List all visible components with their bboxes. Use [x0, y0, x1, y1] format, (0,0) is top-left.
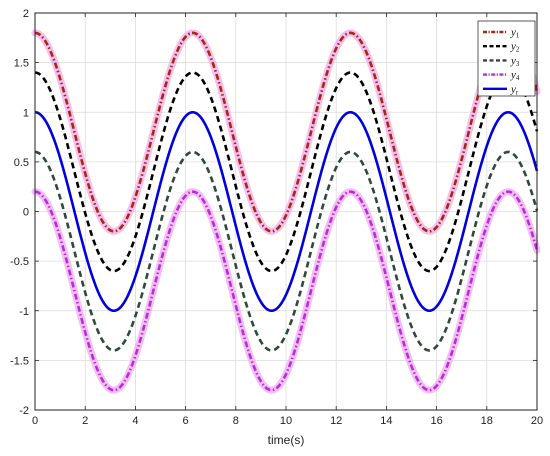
legend-label-y1: y1 [510, 27, 520, 40]
y-tick-label: -1 [19, 306, 29, 318]
y-tick-label: -1.5 [10, 355, 29, 367]
series-line-y3 [34, 150, 539, 352]
x-tick-label: 20 [531, 415, 543, 427]
y-tick-label: -0.5 [10, 256, 29, 268]
y-tick-label: 1.5 [14, 58, 29, 70]
x-tick-labels: 0 2 4 6 8 10 12 14 16 18 20 [32, 415, 543, 427]
x-tick-label: 6 [183, 415, 189, 427]
series-line-y4 [34, 190, 539, 392]
series-line-y1 [34, 31, 539, 233]
legend-label-yr: yr [510, 83, 519, 96]
x-tick-label: 8 [233, 415, 239, 427]
y-tick-label: 1 [23, 107, 29, 119]
x-tick-label: 4 [132, 415, 138, 427]
legend-label-y2: y2 [510, 41, 520, 54]
x-tick-label: 16 [430, 415, 442, 427]
legend-box [477, 20, 536, 97]
series-line-y2 [34, 71, 539, 273]
legend-label-y3: y3 [510, 55, 520, 68]
x-tick-label: 14 [380, 415, 392, 427]
y-tick-label: 0 [23, 207, 29, 219]
x-tick-label: 10 [280, 415, 292, 427]
x-tick-label: 18 [481, 415, 493, 427]
y-tick-label: 0.5 [14, 157, 29, 169]
x-axis-label: time(s) [268, 433, 305, 447]
x-tick-label: 12 [330, 415, 342, 427]
y-tick-label: -2 [19, 405, 29, 417]
tick-marks [34, 12, 538, 411]
series-group [31, 29, 541, 394]
legend-label-y4: y4 [510, 69, 520, 82]
y-tick-label: 2 [23, 8, 29, 20]
x-tick-label: 0 [32, 415, 38, 427]
y-tick-labels: -2 -1.5 -1 -0.5 0 0.5 1 1.5 2 [10, 8, 29, 417]
series-line-yr [34, 110, 539, 313]
x-tick-label: 2 [82, 415, 88, 427]
